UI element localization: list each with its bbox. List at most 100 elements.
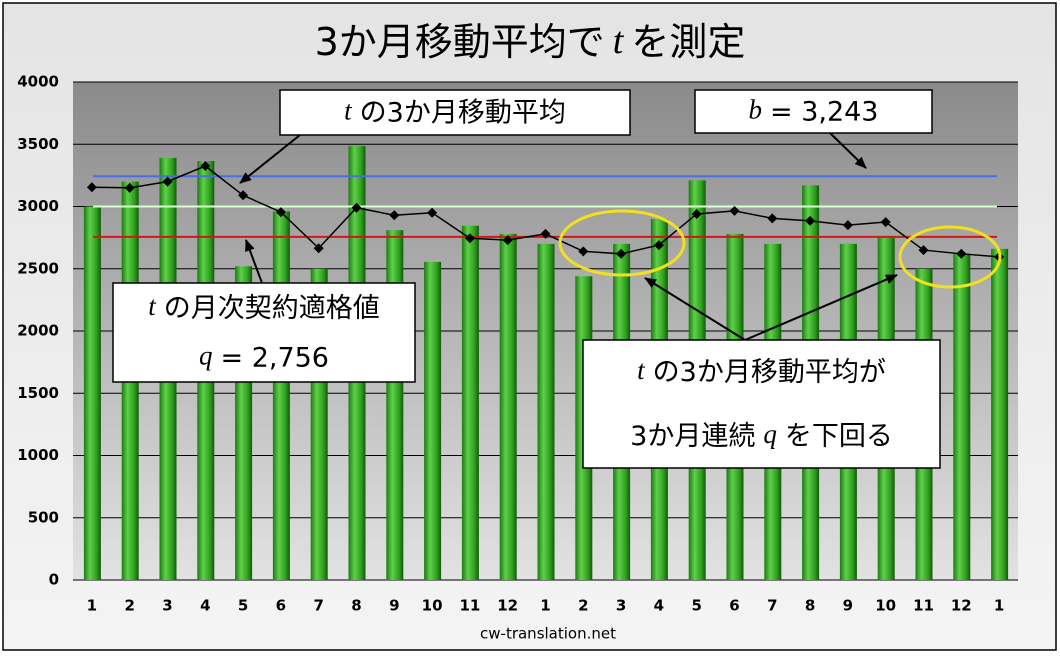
bar <box>953 253 971 580</box>
x-tick-label: 4 <box>654 597 664 615</box>
x-tick-label: 7 <box>313 597 323 615</box>
line-marker <box>805 215 816 226</box>
chart-title: 3か月移動平均で t を測定 <box>315 20 746 64</box>
line-marker <box>389 210 400 221</box>
text-part: q <box>199 340 213 370</box>
x-tick-label: 8 <box>805 597 815 615</box>
source: cw-translation.net <box>480 625 616 643</box>
bar <box>499 233 517 580</box>
annotation-box <box>279 89 631 136</box>
text-part: 3か月移動平均で <box>315 20 605 64</box>
x-tick-label: 2 <box>124 597 134 615</box>
x-tick-label: 5 <box>691 597 701 615</box>
y-tick-label: 0 <box>49 571 59 589</box>
text-part: t <box>637 355 646 385</box>
line-marker <box>502 235 513 246</box>
line-marker <box>86 182 97 193</box>
x-tick-label: 8 <box>351 597 361 615</box>
highlight <box>558 209 686 277</box>
x-tick-label: 10 <box>422 597 443 615</box>
x-tick-label: 1 <box>540 597 550 615</box>
y-tick-label: 500 <box>28 508 59 526</box>
text-part: = 3,243 <box>770 96 879 127</box>
line-marker <box>124 182 135 193</box>
bar <box>537 243 555 580</box>
arrow <box>644 277 746 341</box>
line-marker <box>351 202 362 213</box>
annotation-box <box>112 282 416 383</box>
annotation-text: b = 3,243 <box>748 95 878 127</box>
x-tick-label: 6 <box>276 597 286 615</box>
annotation-text: q = 2,756 <box>199 340 329 372</box>
line-marker <box>578 246 589 257</box>
line-marker <box>616 248 627 259</box>
x-tick-label: 5 <box>238 597 248 615</box>
arrow <box>829 132 867 169</box>
x-tick-label: 1 <box>994 597 1004 615</box>
x-tick-label: 12 <box>951 597 972 615</box>
text-part: = 2,756 <box>220 342 329 373</box>
line-marker <box>729 205 740 216</box>
line-marker <box>238 190 249 201</box>
bar <box>461 225 479 581</box>
arrow <box>239 134 301 184</box>
x-tick-label: 6 <box>729 597 739 615</box>
arrow <box>744 274 898 341</box>
x-tick-label: 3 <box>616 597 626 615</box>
line-marker <box>918 245 929 256</box>
line-marker <box>842 220 853 231</box>
x-tick-label: 11 <box>459 597 480 615</box>
annotation-box <box>582 339 941 469</box>
text-part: b <box>748 95 762 125</box>
text-part: を測定 <box>631 20 745 64</box>
line-marker <box>653 240 664 251</box>
line-marker <box>313 243 324 254</box>
text-part: t <box>613 20 625 62</box>
x-tick-label: 4 <box>200 597 210 615</box>
arrow <box>245 239 263 284</box>
x-tick-label: 2 <box>578 597 588 615</box>
text-part: 3か月連続 <box>630 421 755 452</box>
bar <box>424 261 442 580</box>
x-tick-label: 9 <box>843 597 853 615</box>
line-marker <box>691 208 702 219</box>
x-tick-label: 3 <box>162 597 172 615</box>
line-marker <box>540 228 551 239</box>
y-tick-label: 4000 <box>17 73 59 91</box>
text-part: q <box>763 419 777 449</box>
line-marker <box>427 207 438 218</box>
line-marker <box>200 161 211 172</box>
line-marker <box>767 213 778 224</box>
annotation-text: 3か月連続 q を下回る <box>630 419 893 451</box>
x-tick-label: 1 <box>87 597 97 615</box>
y-tick-label: 1500 <box>17 384 59 402</box>
annotation-text: t の3か月移動平均 <box>344 96 566 128</box>
x-tick-label: 10 <box>875 597 896 615</box>
y-tick-label: 2500 <box>17 259 59 277</box>
text-part: t <box>344 96 353 126</box>
line-marker <box>956 248 967 259</box>
bar <box>991 248 1009 580</box>
bar <box>272 211 290 581</box>
text-part: t <box>148 291 157 321</box>
line-marker <box>880 217 891 228</box>
x-tick-label: 7 <box>767 597 777 615</box>
annotation-box <box>694 89 933 134</box>
text-part: の月次契約適格値 <box>164 292 380 323</box>
annotation-text: t の3か月移動平均が <box>637 355 886 387</box>
y-tick-label: 3000 <box>17 197 59 215</box>
x-tick-label: 11 <box>913 597 934 615</box>
bar <box>83 206 101 580</box>
text-part: の3か月移動平均 <box>360 97 566 128</box>
annotation-text: t の月次契約適格値 <box>148 291 380 323</box>
line-marker <box>464 233 475 244</box>
x-tick-label: 12 <box>497 597 518 615</box>
y-tick-label: 2000 <box>17 322 59 340</box>
text-part: を下回る <box>785 421 893 452</box>
x-tick-label: 9 <box>389 597 399 615</box>
text-part: の3か月移動平均が <box>653 357 886 388</box>
line-marker <box>162 176 173 187</box>
y-tick-label: 3500 <box>17 135 59 153</box>
line-marker <box>275 207 286 218</box>
